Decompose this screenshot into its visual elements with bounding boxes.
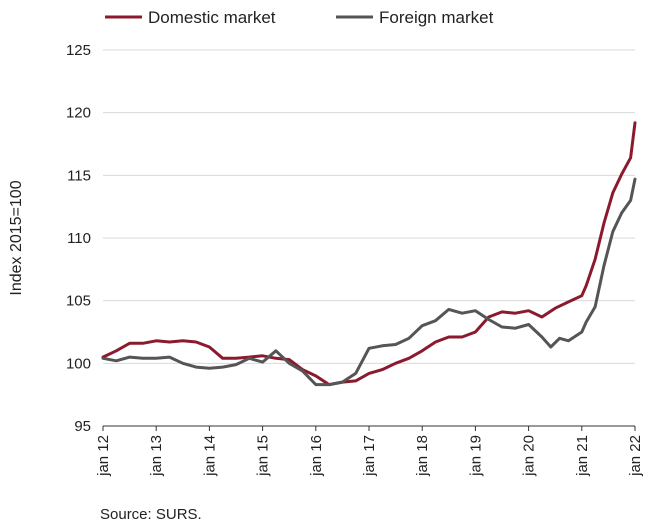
series-line-domestic: [101, 121, 637, 387]
source-note: Source: SURS.: [100, 506, 202, 523]
x-tick-label: jan 16: [308, 435, 325, 477]
x-tick-label: jan 20: [521, 435, 538, 477]
x-tick-label: jan 14: [201, 435, 218, 477]
y-tick-label: 95: [74, 418, 91, 435]
x-tick-label: jan 17: [361, 435, 378, 477]
legend: Domestic market Foreign market: [105, 8, 494, 27]
x-tick-label: jan 12: [95, 435, 112, 477]
legend-label-foreign: Foreign market: [379, 8, 494, 27]
gridlines: [103, 49, 635, 427]
x-axis: jan 12 jan 13 jan 14 jan 15 jan 16 jan 17 jan …: [95, 425, 644, 477]
x-tick-label: jan 19: [467, 435, 484, 477]
y-tick-label: 120: [66, 105, 91, 122]
x-tick-label: jan 13: [148, 435, 165, 477]
legend-label-domestic: Domestic market: [148, 8, 276, 27]
y-tick-label: 125: [66, 42, 91, 59]
y-tick-label: 105: [66, 293, 91, 310]
y-axis-ticks: 95 100 105 110 115 120 125: [66, 42, 91, 435]
y-tick-label: 115: [67, 167, 91, 184]
x-tick-label: jan 18: [414, 435, 431, 477]
series-line-foreign: [101, 177, 637, 387]
x-tick-label: jan 22: [627, 435, 644, 477]
x-tick-label: jan 15: [255, 435, 272, 477]
series-group: [101, 121, 637, 387]
y-axis-title: Index 2015=100: [8, 180, 25, 295]
y-tick-label: 100: [66, 355, 91, 372]
y-tick-label: 110: [67, 230, 91, 247]
x-tick-label: jan 21: [574, 435, 591, 477]
